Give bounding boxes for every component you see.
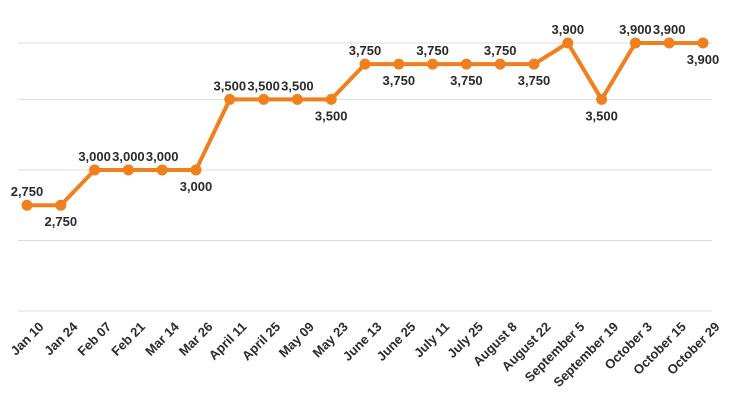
data-label: 3,750 xyxy=(349,43,382,58)
data-label: 2,750 xyxy=(45,214,78,229)
data-label: 3,500 xyxy=(585,108,618,123)
x-tick-label: May 09 xyxy=(276,319,317,360)
data-label: 2,750 xyxy=(11,184,44,199)
data-point xyxy=(325,93,337,105)
data-label: 3,750 xyxy=(484,43,517,58)
data-point xyxy=(224,93,236,105)
data-point xyxy=(393,58,405,70)
data-label: 3,750 xyxy=(450,73,483,88)
data-label: 3,750 xyxy=(416,43,449,58)
data-point xyxy=(427,58,439,70)
data-label: 3,000 xyxy=(112,149,145,164)
data-point xyxy=(359,58,371,70)
data-label: 3,900 xyxy=(552,22,585,37)
data-label: 3,900 xyxy=(653,22,686,37)
data-label: 3,500 xyxy=(214,78,247,93)
data-point xyxy=(697,37,709,49)
x-tick-label: April 25 xyxy=(239,319,283,363)
x-tick-label: Mar 14 xyxy=(142,318,182,358)
data-point xyxy=(291,93,303,105)
data-point xyxy=(156,164,168,176)
data-label: 3,900 xyxy=(619,22,652,37)
data-point xyxy=(629,37,641,49)
x-tick-label: Feb 21 xyxy=(108,319,148,359)
data-label: 3,900 xyxy=(687,52,720,67)
data-point xyxy=(122,164,134,176)
data-point xyxy=(596,93,608,105)
data-point xyxy=(663,37,675,49)
data-point xyxy=(528,58,540,70)
x-tick-label: Feb 07 xyxy=(75,319,115,359)
data-point xyxy=(21,199,33,211)
data-point xyxy=(190,164,202,176)
data-label: 3,500 xyxy=(247,78,280,93)
data-label: 3,000 xyxy=(78,149,111,164)
x-tick-label: July 11 xyxy=(411,319,452,360)
x-tick-label: Jan 10 xyxy=(7,319,46,358)
data-point xyxy=(258,93,270,105)
gridlines xyxy=(18,42,712,312)
data-label: 3,750 xyxy=(518,73,551,88)
data-point xyxy=(460,58,472,70)
data-point xyxy=(55,199,67,211)
data-label: 3,500 xyxy=(315,108,348,123)
data-label: 3,750 xyxy=(383,73,416,88)
data-label: 3,500 xyxy=(281,78,314,93)
x-tick-label: Jan 24 xyxy=(41,318,81,358)
data-point xyxy=(494,58,506,70)
data-points xyxy=(21,37,709,211)
data-label: 3,000 xyxy=(180,179,213,194)
data-point xyxy=(562,37,574,49)
data-point xyxy=(89,164,101,176)
data-label: 3,000 xyxy=(146,149,179,164)
